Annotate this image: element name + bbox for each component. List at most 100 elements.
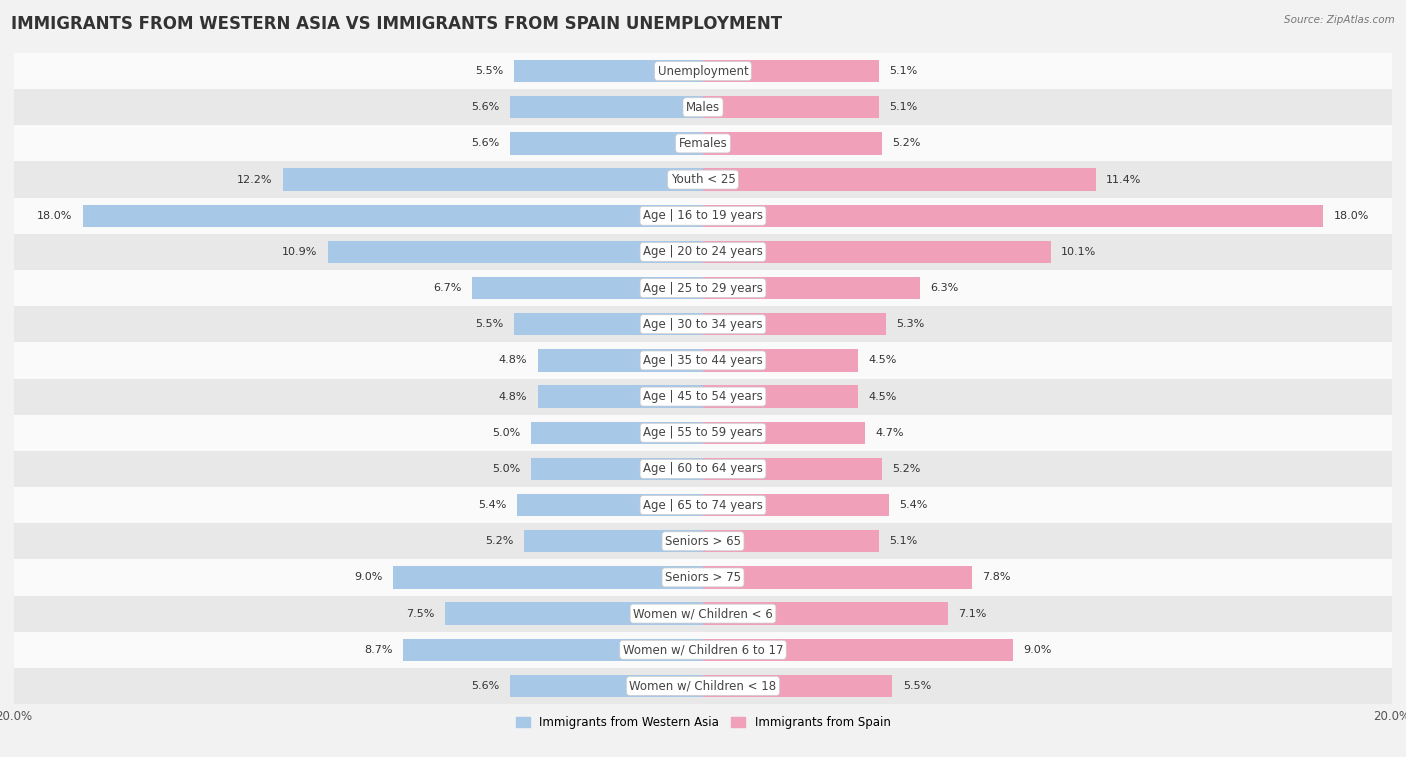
Text: Unemployment: Unemployment xyxy=(658,64,748,77)
Text: 5.6%: 5.6% xyxy=(471,139,499,148)
Bar xyxy=(703,204,1323,227)
Bar xyxy=(472,277,703,299)
Bar xyxy=(14,523,1392,559)
Text: 7.5%: 7.5% xyxy=(406,609,434,618)
Bar xyxy=(14,451,1392,487)
Bar xyxy=(703,313,886,335)
Text: Women w/ Children < 6: Women w/ Children < 6 xyxy=(633,607,773,620)
Text: 5.5%: 5.5% xyxy=(475,66,503,76)
Text: 9.0%: 9.0% xyxy=(1024,645,1052,655)
Bar xyxy=(703,674,893,697)
Bar xyxy=(404,639,703,661)
Text: IMMIGRANTS FROM WESTERN ASIA VS IMMIGRANTS FROM SPAIN UNEMPLOYMENT: IMMIGRANTS FROM WESTERN ASIA VS IMMIGRAN… xyxy=(11,15,782,33)
Text: 6.7%: 6.7% xyxy=(433,283,461,293)
Text: Youth < 25: Youth < 25 xyxy=(671,173,735,186)
Bar xyxy=(531,458,703,480)
Bar xyxy=(703,603,948,625)
Bar xyxy=(14,270,1392,306)
Text: Seniors > 65: Seniors > 65 xyxy=(665,534,741,548)
Bar xyxy=(14,198,1392,234)
Bar xyxy=(510,96,703,118)
Text: 5.4%: 5.4% xyxy=(478,500,506,510)
Text: 5.1%: 5.1% xyxy=(889,66,917,76)
Text: Source: ZipAtlas.com: Source: ZipAtlas.com xyxy=(1284,15,1395,25)
Bar xyxy=(703,530,879,553)
Bar xyxy=(14,559,1392,596)
Text: Seniors > 75: Seniors > 75 xyxy=(665,571,741,584)
Bar xyxy=(14,126,1392,161)
Text: 4.7%: 4.7% xyxy=(875,428,904,438)
Text: 5.2%: 5.2% xyxy=(893,464,921,474)
Text: 5.1%: 5.1% xyxy=(889,536,917,547)
Text: 18.0%: 18.0% xyxy=(1333,210,1369,221)
Bar xyxy=(283,168,703,191)
Text: 7.8%: 7.8% xyxy=(981,572,1011,582)
Bar xyxy=(703,168,1095,191)
Bar xyxy=(513,313,703,335)
Text: 4.5%: 4.5% xyxy=(869,391,897,401)
Bar xyxy=(14,631,1392,668)
Text: Age | 65 to 74 years: Age | 65 to 74 years xyxy=(643,499,763,512)
Bar xyxy=(703,96,879,118)
Text: 4.8%: 4.8% xyxy=(499,356,527,366)
Text: 5.5%: 5.5% xyxy=(475,319,503,329)
Text: 9.0%: 9.0% xyxy=(354,572,382,582)
Text: 12.2%: 12.2% xyxy=(238,175,273,185)
Bar xyxy=(531,422,703,444)
Bar xyxy=(537,385,703,408)
Bar xyxy=(14,342,1392,378)
Text: 5.2%: 5.2% xyxy=(893,139,921,148)
Text: 6.3%: 6.3% xyxy=(931,283,959,293)
Bar xyxy=(703,566,972,589)
Bar xyxy=(703,639,1012,661)
Bar xyxy=(513,60,703,83)
Bar xyxy=(328,241,703,263)
Bar xyxy=(14,161,1392,198)
Text: 5.3%: 5.3% xyxy=(896,319,924,329)
Text: Women w/ Children < 18: Women w/ Children < 18 xyxy=(630,680,776,693)
Bar xyxy=(83,204,703,227)
Bar xyxy=(524,530,703,553)
Text: 8.7%: 8.7% xyxy=(364,645,392,655)
Bar xyxy=(510,132,703,154)
Bar xyxy=(14,415,1392,451)
Bar xyxy=(703,132,882,154)
Text: 5.4%: 5.4% xyxy=(900,500,928,510)
Bar xyxy=(392,566,703,589)
Text: Age | 60 to 64 years: Age | 60 to 64 years xyxy=(643,463,763,475)
Bar xyxy=(14,596,1392,631)
Text: Females: Females xyxy=(679,137,727,150)
Text: Age | 25 to 29 years: Age | 25 to 29 years xyxy=(643,282,763,294)
Text: 5.6%: 5.6% xyxy=(471,681,499,691)
Bar xyxy=(14,668,1392,704)
Bar xyxy=(510,674,703,697)
Bar xyxy=(703,60,879,83)
Text: 18.0%: 18.0% xyxy=(37,210,73,221)
Bar xyxy=(703,494,889,516)
Bar xyxy=(703,385,858,408)
Bar xyxy=(703,458,882,480)
Bar xyxy=(14,487,1392,523)
Legend: Immigrants from Western Asia, Immigrants from Spain: Immigrants from Western Asia, Immigrants… xyxy=(510,712,896,734)
Text: 4.8%: 4.8% xyxy=(499,391,527,401)
Text: Age | 16 to 19 years: Age | 16 to 19 years xyxy=(643,209,763,223)
Text: Age | 55 to 59 years: Age | 55 to 59 years xyxy=(643,426,763,439)
Text: 5.6%: 5.6% xyxy=(471,102,499,112)
Bar xyxy=(444,603,703,625)
Text: 11.4%: 11.4% xyxy=(1107,175,1142,185)
Text: Age | 35 to 44 years: Age | 35 to 44 years xyxy=(643,354,763,367)
Bar xyxy=(703,241,1050,263)
Bar xyxy=(14,306,1392,342)
Text: Age | 45 to 54 years: Age | 45 to 54 years xyxy=(643,390,763,403)
Text: 7.1%: 7.1% xyxy=(957,609,986,618)
Bar xyxy=(14,89,1392,126)
Text: 10.9%: 10.9% xyxy=(281,247,318,257)
Text: 5.0%: 5.0% xyxy=(492,464,520,474)
Text: 5.2%: 5.2% xyxy=(485,536,513,547)
Text: Age | 20 to 24 years: Age | 20 to 24 years xyxy=(643,245,763,258)
Text: Age | 30 to 34 years: Age | 30 to 34 years xyxy=(643,318,763,331)
Text: 5.0%: 5.0% xyxy=(492,428,520,438)
Bar xyxy=(703,349,858,372)
Bar xyxy=(703,422,865,444)
Text: 5.1%: 5.1% xyxy=(889,102,917,112)
